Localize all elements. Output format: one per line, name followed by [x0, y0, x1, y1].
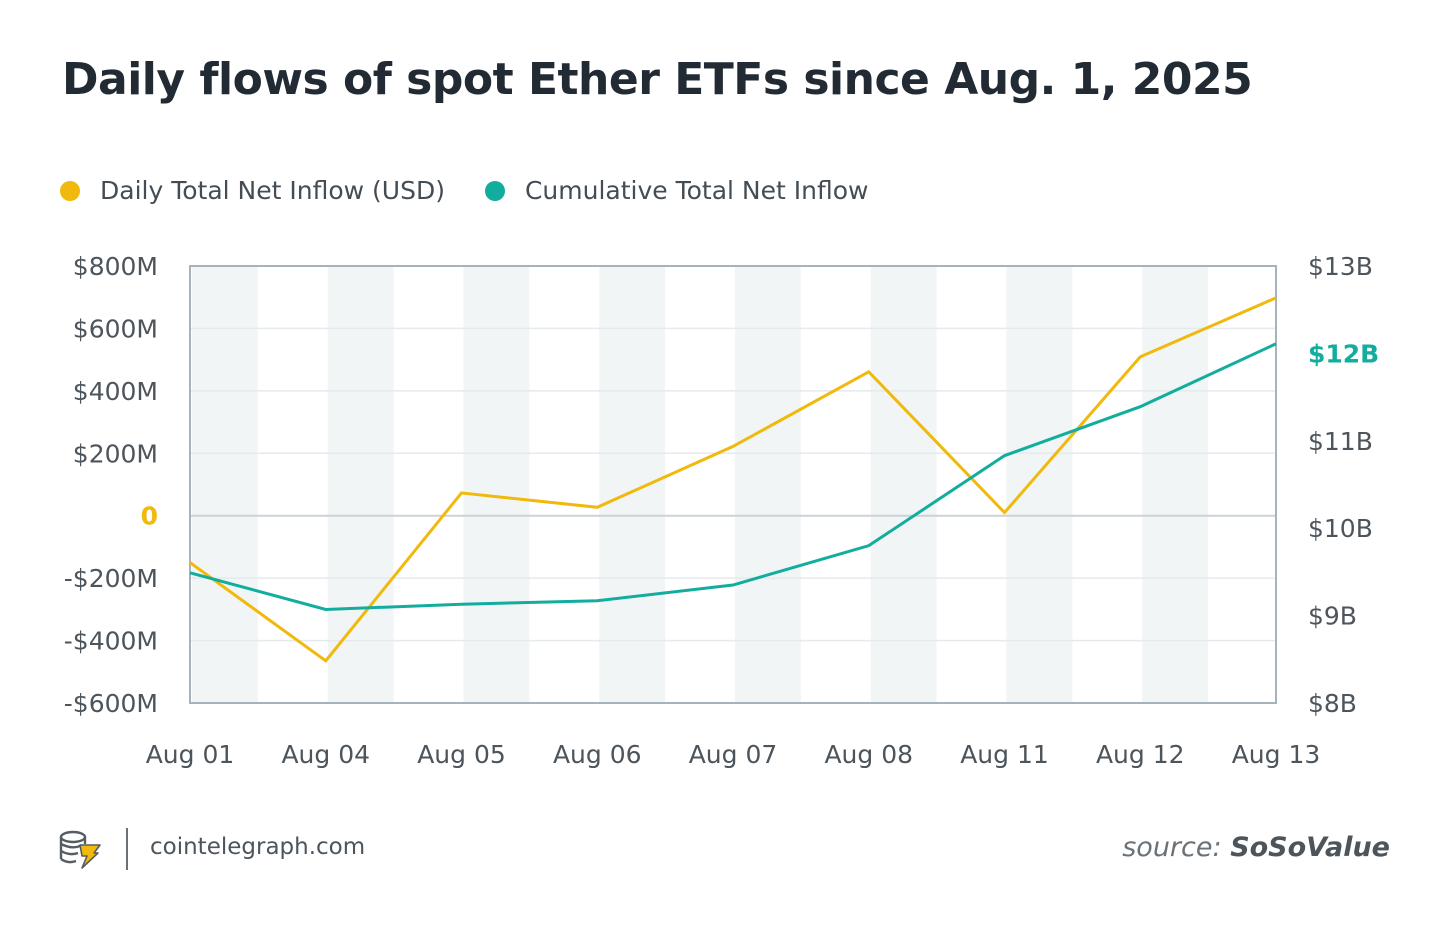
background-band: [599, 266, 666, 703]
legend-item-cumulative: Cumulative Total Net Inflow: [484, 176, 869, 205]
legend-label-daily: Daily Total Net Inflow (USD): [100, 176, 445, 205]
right-tick-label: $11B: [1308, 427, 1373, 456]
series-line-cumulative: [189, 342, 1277, 611]
right-tick-label: $9B: [1308, 602, 1357, 631]
legend-dot-daily: [60, 180, 80, 201]
x-tick-label: Aug 12: [1096, 740, 1185, 769]
series-line-daily: [189, 296, 1277, 663]
background-band: [463, 266, 530, 703]
right-tick-label: $10B: [1308, 514, 1373, 543]
background-band: [1142, 266, 1209, 703]
background-band: [192, 266, 258, 703]
footer-site: cointelegraph.com: [150, 834, 366, 860]
line-chart: $800M $600M $400M $200M 0 -$200M -$400M -$600M $…: [64, 252, 1379, 769]
left-tick-label: -$200M: [64, 564, 158, 593]
left-tick-label: $600M: [73, 314, 158, 343]
legend-item-daily: Daily Total Net Inflow (USD): [60, 176, 445, 205]
x-tick-label: Aug 06: [553, 740, 642, 769]
source-name: SoSoValue: [1230, 832, 1390, 863]
background-band: [870, 266, 937, 703]
x-tick-label: Aug 01: [146, 740, 235, 769]
left-tick-label: 0: [141, 502, 158, 531]
background-band: [1006, 266, 1073, 703]
footer-divider: [126, 828, 128, 870]
background-band: [327, 266, 394, 703]
x-tick-label: Aug 07: [689, 740, 778, 769]
plot-frame: [189, 265, 1277, 704]
background-band: [735, 266, 801, 703]
x-tick-label: Aug 04: [281, 740, 370, 769]
legend-dot-cumulative: [484, 180, 505, 201]
right-tick-label: $8B: [1308, 689, 1357, 718]
right-tick-label: $13B: [1308, 252, 1373, 281]
left-tick-label: $400M: [73, 377, 158, 406]
x-tick-label: Aug 08: [824, 740, 913, 769]
chart-title: Daily flows of spot Ether ETFs since Aug…: [62, 54, 1253, 105]
cointelegraph-logo-icon: [58, 828, 104, 874]
left-tick-label: -$600M: [64, 689, 158, 718]
footer-source: source: SoSoValue: [1122, 832, 1390, 863]
legend-label-cumulative: Cumulative Total Net Inflow: [524, 176, 869, 205]
left-tick-label: $200M: [73, 439, 158, 468]
source-prefix: source:: [1122, 832, 1222, 863]
x-tick-label: Aug 13: [1232, 740, 1321, 769]
legend: Daily Total Net Inflow (USD) Cumulative …: [60, 176, 868, 205]
left-tick-label: -$400M: [64, 627, 158, 656]
right-tick-label: $12B: [1308, 339, 1379, 368]
x-tick-label: Aug 11: [960, 740, 1049, 769]
left-tick-label: $800M: [73, 252, 158, 281]
x-tick-label: Aug 05: [417, 740, 506, 769]
